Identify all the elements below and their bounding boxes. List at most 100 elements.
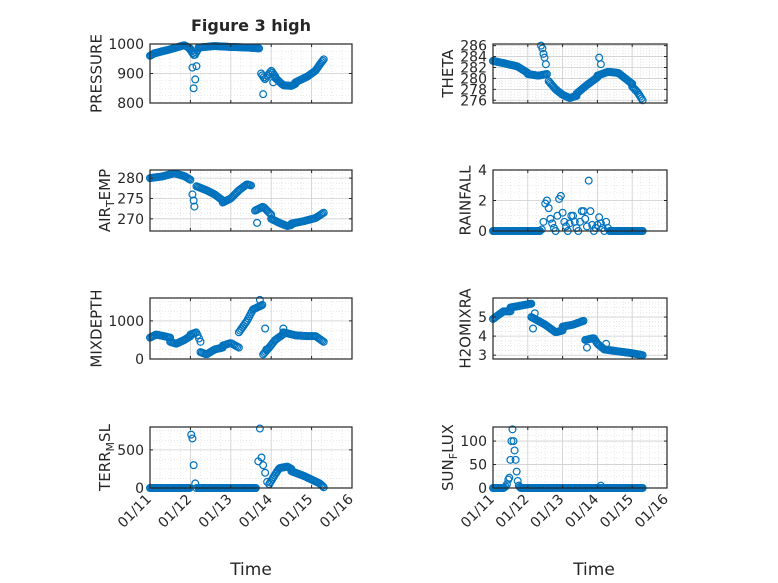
data-point — [262, 345, 271, 354]
y-tick-label: 4 — [478, 329, 487, 345]
data-point — [546, 214, 555, 223]
data-point — [565, 219, 574, 228]
y-tick-label: 1000 — [108, 37, 144, 53]
y-axis-label: H2OMIXRA — [456, 288, 474, 369]
y-axis-label: PRESSURE — [88, 34, 106, 113]
data-point — [188, 63, 197, 72]
data-point — [186, 175, 195, 184]
data-point — [255, 44, 264, 53]
y-tick-label: 4 — [478, 163, 487, 179]
data-point — [261, 468, 270, 477]
axes-box — [149, 297, 353, 360]
data-point — [542, 196, 551, 205]
y-axis-label-subscript: F — [447, 453, 460, 459]
data-point — [257, 453, 266, 462]
figure-title: Figure 3 high — [191, 16, 311, 35]
data-point — [189, 196, 198, 205]
y-axis-label-subscript: M — [104, 442, 117, 452]
y-axis-label-part: LUX — [439, 424, 457, 453]
data-point — [508, 425, 517, 434]
data-point — [189, 461, 198, 470]
data-point — [234, 343, 243, 352]
data-point — [628, 79, 637, 88]
data-point — [542, 70, 551, 79]
data-point — [187, 430, 196, 439]
data-point — [318, 209, 327, 218]
y-axis-label-part: EMP — [96, 169, 114, 200]
data-point — [269, 78, 278, 87]
data-point — [586, 207, 595, 216]
data-point — [514, 481, 523, 490]
data-point — [318, 56, 327, 65]
data-point — [263, 477, 272, 486]
x-axis-label-left: Time — [229, 560, 272, 580]
data-point — [319, 208, 328, 217]
y-axis-label: MIXDEPTH — [88, 289, 106, 367]
y-tick-label: 280 — [460, 71, 487, 87]
data-point — [530, 309, 539, 318]
y-tick-label: 1000 — [108, 314, 144, 330]
data-point — [261, 324, 270, 333]
y-tick-label: 278 — [460, 82, 487, 98]
data-point — [625, 78, 634, 87]
data-point — [527, 299, 536, 308]
y-tick-label: 100 — [460, 434, 487, 450]
data-point — [627, 78, 636, 87]
data-point — [638, 96, 647, 105]
y-tick-label: 270 — [117, 212, 144, 228]
y-tick-label: 0 — [478, 224, 487, 240]
y-axis-label: RAINFALL — [456, 165, 474, 236]
x-axis-label-right: Time — [572, 560, 615, 580]
data-point — [319, 337, 328, 346]
y-axis-label: AIRTEMP — [96, 169, 117, 232]
data-point — [512, 467, 521, 476]
y-tick-label: 2 — [478, 194, 487, 210]
data-point — [259, 90, 268, 99]
data-point — [538, 44, 547, 53]
y-tick-label: 900 — [117, 67, 144, 83]
y-axis-label-subscript: T — [104, 200, 117, 208]
data-point — [515, 483, 524, 492]
y-tick-label: 280 — [117, 171, 144, 187]
y-axis-label-part: AIR — [96, 207, 114, 232]
data-point — [556, 191, 565, 200]
data-point — [510, 446, 519, 455]
data-point — [584, 176, 593, 185]
data-point — [190, 202, 199, 211]
data-point — [548, 219, 557, 228]
data-point — [505, 473, 514, 482]
y-tick-label: 5 — [478, 310, 487, 326]
data-point — [192, 62, 201, 71]
y-tick-label: 0 — [135, 481, 144, 497]
data-point — [582, 343, 591, 352]
data-point — [166, 333, 175, 342]
data-point — [255, 295, 264, 304]
data-point — [319, 483, 328, 492]
data-point — [188, 434, 197, 443]
data-point — [539, 49, 548, 58]
y-axis-label: TERRMSL — [96, 423, 117, 492]
data-point — [637, 94, 646, 103]
y-tick-label: 0 — [478, 481, 487, 497]
data-point — [318, 336, 327, 345]
data-point — [541, 60, 550, 69]
data-point — [506, 455, 515, 464]
axes-box — [149, 169, 353, 232]
y-tick-label: 500 — [117, 443, 144, 459]
data-point — [318, 482, 327, 491]
data-point — [255, 424, 264, 433]
data-point — [537, 225, 546, 234]
data-point — [539, 217, 548, 226]
y-axis-label: SUNFLUX — [439, 424, 460, 491]
y-tick-label: 50 — [469, 458, 487, 474]
data-point — [596, 60, 605, 69]
data-point — [602, 339, 611, 348]
axes-box — [492, 426, 668, 489]
